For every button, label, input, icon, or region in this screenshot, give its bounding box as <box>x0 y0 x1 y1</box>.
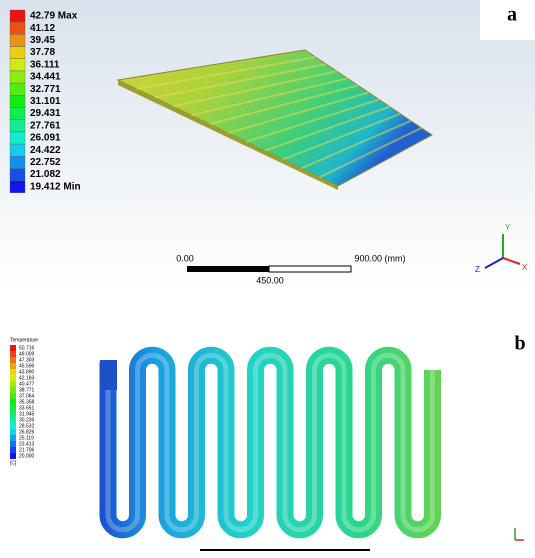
panel-label: b <box>514 333 525 355</box>
legend-unit: [C] <box>10 460 17 466</box>
legend-swatch <box>10 34 25 46</box>
legend-label: 20.000 <box>19 453 35 459</box>
legend-label: 26.091 <box>30 133 61 144</box>
legend-swatch <box>10 429 16 435</box>
legend-swatch <box>10 95 25 107</box>
legend-swatch <box>10 59 25 71</box>
legend-label: 42.79 Max <box>30 11 78 22</box>
legend-swatch <box>10 447 16 453</box>
legend-swatch <box>10 156 25 168</box>
axis-label: Y <box>505 223 511 232</box>
legend-swatch <box>10 441 16 447</box>
legend-swatch <box>10 369 16 375</box>
scale-label: 450.00 <box>256 275 284 285</box>
panel-label: a <box>507 4 517 26</box>
scale-bar <box>187 266 269 272</box>
legend-swatch <box>10 108 25 120</box>
legend-label: 29.431 <box>30 108 61 119</box>
pipe-highlight <box>108 355 433 530</box>
legend-swatch <box>10 120 25 132</box>
legend-swatch <box>10 71 25 83</box>
legend-label: 24.422 <box>30 145 61 156</box>
legend-swatch <box>10 381 16 387</box>
legend-swatch <box>10 357 16 363</box>
legend-swatch <box>10 132 25 144</box>
legend-swatch <box>10 375 16 381</box>
legend-label: 22.752 <box>30 157 61 168</box>
legend-swatch <box>10 22 25 34</box>
legend-title: Temperature <box>10 337 38 343</box>
legend-swatch <box>10 399 16 405</box>
legend-label: 37.78 <box>30 47 55 58</box>
legend-swatch <box>10 423 16 429</box>
legend-swatch <box>10 387 16 393</box>
pipe <box>108 355 433 530</box>
legend-label: 36.111 <box>30 59 60 70</box>
scale-label: 900.00 (mm) <box>354 253 405 263</box>
scale-label: 0.00 <box>176 253 194 263</box>
legend-swatch <box>10 417 16 423</box>
legend-swatch <box>10 411 16 417</box>
legend-swatch <box>10 181 25 193</box>
legend-label: 21.082 <box>30 169 61 180</box>
axis-label: Z <box>475 265 480 274</box>
scale-bar <box>269 266 351 272</box>
figure: a 0.00 900.00 (mm) 450.00 Y X Z b Temper… <box>0 0 535 558</box>
legend-label: 34.441 <box>30 72 61 83</box>
legend-swatch <box>10 10 25 22</box>
legend-swatch <box>10 435 16 441</box>
legend-swatch <box>10 363 16 369</box>
triad <box>515 528 524 540</box>
legend-label: 41.12 <box>30 23 55 34</box>
legend-label: 19.412 Min <box>30 181 81 192</box>
legend-label: 32.771 <box>30 84 61 95</box>
legend-swatch <box>10 405 16 411</box>
inlet <box>100 360 117 390</box>
legend-swatch <box>10 83 25 95</box>
legend-label: 31.101 <box>30 96 61 107</box>
legend-swatch <box>10 47 25 59</box>
axis-label: X <box>522 263 528 272</box>
legend-swatch <box>10 169 25 181</box>
legend-swatch <box>10 453 16 459</box>
legend-swatch <box>10 144 25 156</box>
legend-swatch <box>10 393 16 399</box>
legend-label: 27.761 <box>30 120 61 131</box>
legend-label: 39.45 <box>30 35 55 46</box>
legend-swatch <box>10 351 16 357</box>
legend-swatch <box>10 345 16 351</box>
